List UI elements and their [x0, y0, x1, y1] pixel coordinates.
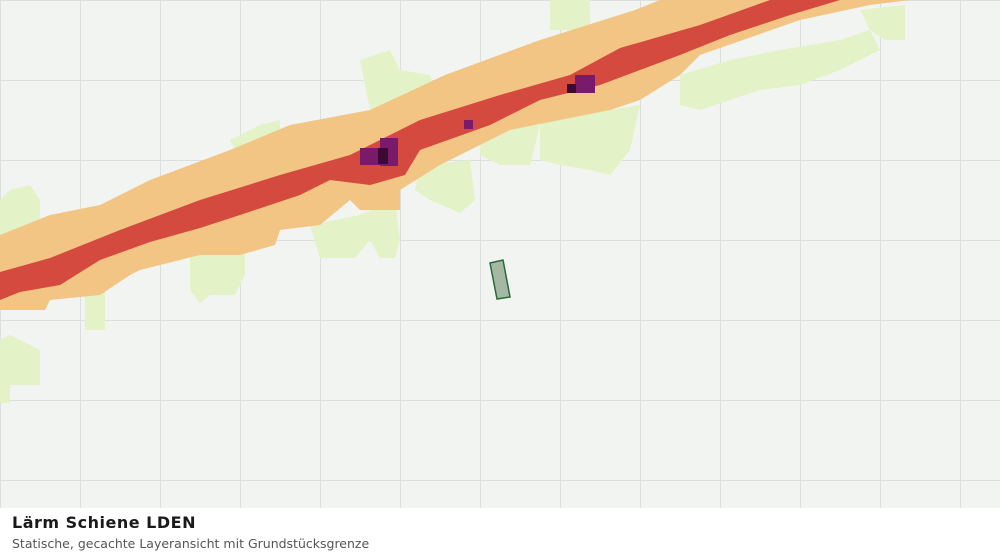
map	[0, 0, 1000, 508]
noise-high	[0, 0, 840, 300]
parcel-boundary	[489, 259, 511, 300]
noise-medium	[0, 0, 910, 310]
title: Lärm Schiene LDEN	[12, 513, 196, 532]
noise-extreme	[378, 84, 576, 164]
subtitle: Statische, gecachte Layeransicht mit Gru…	[12, 536, 370, 551]
